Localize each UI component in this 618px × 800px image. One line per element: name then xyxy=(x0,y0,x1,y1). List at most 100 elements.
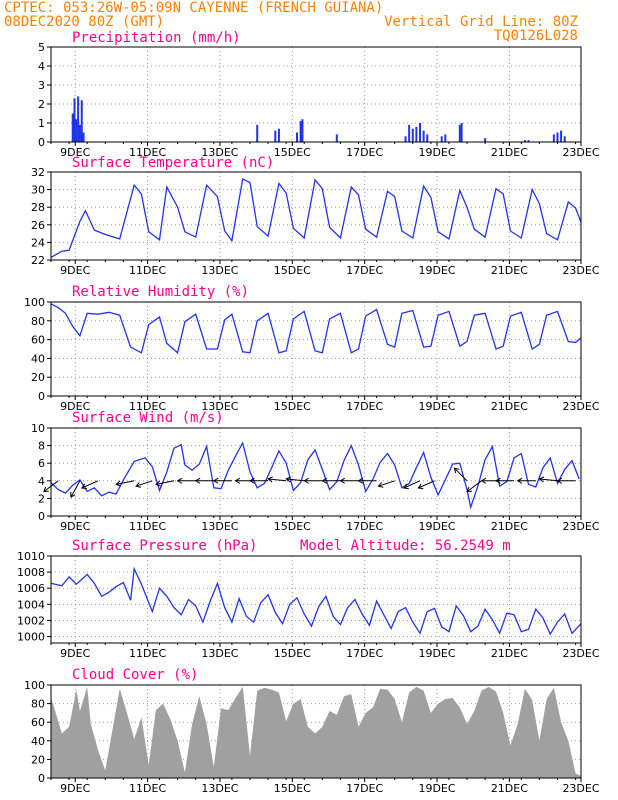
panel-frame xyxy=(50,46,582,143)
x-tick-label: 11DEC xyxy=(129,520,166,533)
x-tick-label: 9DEC xyxy=(60,647,90,660)
y-tick-label: 1004 xyxy=(17,598,45,611)
y-tick-label: 80 xyxy=(31,698,45,711)
wind-arrowhead xyxy=(303,477,309,484)
wind-vector xyxy=(378,480,395,487)
x-tick-label: 13DEC xyxy=(201,400,238,413)
wind-arrowhead xyxy=(212,477,219,484)
wind-vector xyxy=(70,480,81,498)
x-tick-label: 19DEC xyxy=(418,647,455,660)
y-tick-label: 1010 xyxy=(17,550,45,563)
wind-arrowhead xyxy=(285,476,291,483)
wind-vector xyxy=(155,480,175,485)
x-tick-label: 17DEC xyxy=(346,647,383,660)
wind-arrowhead xyxy=(466,486,473,493)
x-tick-label: 23DEC xyxy=(562,520,599,533)
precip-bar xyxy=(523,140,526,142)
model-altitude: Model Altitude: 56.2549 m xyxy=(300,538,511,554)
panel-title: Cloud Cover (%) xyxy=(72,667,198,683)
wind-arrowhead xyxy=(80,483,87,490)
station-header: CPTEC: 053:26W-05:09N CAYENNE (FRENCH GU… xyxy=(4,0,383,16)
x-tick-label: 13DEC xyxy=(201,520,238,533)
panel-1: 0 1 2 3 4 5 9DEC 11DEC 13DEC 15DEC 17DEC 19DEC 21DEC… xyxy=(38,30,600,159)
wind-arrowhead xyxy=(267,476,273,483)
x-tick-label: 23DEC xyxy=(562,146,599,159)
wind-arrowhead xyxy=(357,477,364,484)
x-tick-label: 9DEC xyxy=(60,146,90,159)
run-date: 08DEC2020 80Z (GMT) xyxy=(4,14,164,30)
wind-arrowhead xyxy=(480,477,487,484)
series-line xyxy=(50,441,580,510)
precip-bar xyxy=(458,124,461,142)
x-tick-label: 23DEC xyxy=(562,400,599,413)
y-tick-label: 0 xyxy=(38,772,45,785)
wind-arrowhead xyxy=(70,491,76,498)
panel-title: Precipitation (mm/h) xyxy=(72,30,241,46)
x-tick-label: 13DEC xyxy=(201,264,238,277)
x-tick-label: 17DEC xyxy=(346,146,383,159)
wind-arrowhead xyxy=(249,477,255,484)
y-tick-label: 40 xyxy=(31,735,45,748)
y-tick-label: 2 xyxy=(38,98,45,111)
precip-bar xyxy=(527,140,530,142)
precip-bar xyxy=(440,136,443,142)
x-tick-label: 17DEC xyxy=(346,782,383,795)
wind-arrowhead xyxy=(377,482,384,488)
wind-vector xyxy=(286,478,305,482)
precip-bar xyxy=(560,130,563,142)
x-tick-label: 11DEC xyxy=(129,146,166,159)
panel-3: 0 20 40 60 80 100 9DEC 11DEC 13DEC 15DEC 17DEC 19DE… xyxy=(24,284,600,413)
x-tick-label: 21DEC xyxy=(491,782,528,795)
panel-title: Surface Pressure (hPa) xyxy=(72,538,257,554)
x-tick-label: 19DEC xyxy=(418,782,455,795)
x-tick-label: 15DEC xyxy=(274,400,311,413)
series-line xyxy=(50,178,582,258)
precip-bar xyxy=(422,130,425,142)
precip-bar xyxy=(80,100,83,142)
wind-arrowhead xyxy=(194,477,201,484)
wind-arrowhead xyxy=(538,476,545,483)
y-tick-label: 20 xyxy=(31,753,45,766)
panel-6: 0 20 40 60 80 100 9DEC 11DEC 13DEC 15DEC 17DEC 19DE… xyxy=(24,667,600,795)
y-tick-label: 0 xyxy=(38,390,45,403)
y-tick-label: 100 xyxy=(24,679,45,692)
panel-2: 22 24 26 28 30 32 9DEC 11DEC 13DEC 15DEC 17DEC 19DE… xyxy=(31,155,600,277)
y-tick-label: 60 xyxy=(31,334,45,347)
y-tick-label: 1008 xyxy=(17,566,45,579)
panel-frame xyxy=(50,555,582,644)
y-tick-label: 1006 xyxy=(17,582,45,595)
precip-bar xyxy=(296,132,299,142)
wind-vector xyxy=(81,480,99,489)
wind-vector xyxy=(539,478,558,482)
x-tick-label: 13DEC xyxy=(201,647,238,660)
x-tick-label: 11DEC xyxy=(129,264,166,277)
y-tick-label: 26 xyxy=(31,219,45,232)
precip-bar xyxy=(77,96,80,142)
precip-bar xyxy=(75,119,78,142)
x-tick-label: 19DEC xyxy=(418,264,455,277)
y-tick-label: 1002 xyxy=(17,614,45,627)
x-tick-label: 23DEC xyxy=(562,647,599,660)
y-tick-label: 6 xyxy=(38,457,45,470)
panel-title: Surface Wind (m/s) xyxy=(72,410,224,426)
y-tick-label: 0 xyxy=(38,510,45,523)
x-tick-label: 11DEC xyxy=(129,400,166,413)
wind-arrowhead xyxy=(234,477,241,484)
precip-bar xyxy=(82,132,85,142)
x-tick-label: 23DEC xyxy=(562,782,599,795)
precip-bar xyxy=(415,126,418,142)
x-tick-label: 23DEC xyxy=(562,264,599,277)
precip-bar xyxy=(299,121,302,142)
wind-arrowhead xyxy=(402,483,409,490)
x-tick-label: 13DEC xyxy=(201,146,238,159)
y-tick-label: 3 xyxy=(38,79,45,92)
series-line xyxy=(50,566,582,636)
wind-arrowhead xyxy=(115,480,122,487)
wind-arrowhead xyxy=(43,486,49,493)
wind-arrowhead xyxy=(556,477,563,484)
y-tick-label: 28 xyxy=(31,201,45,214)
x-tick-label: 17DEC xyxy=(346,520,383,533)
wind-arrowhead xyxy=(453,467,460,474)
y-tick-label: 4 xyxy=(38,475,45,488)
